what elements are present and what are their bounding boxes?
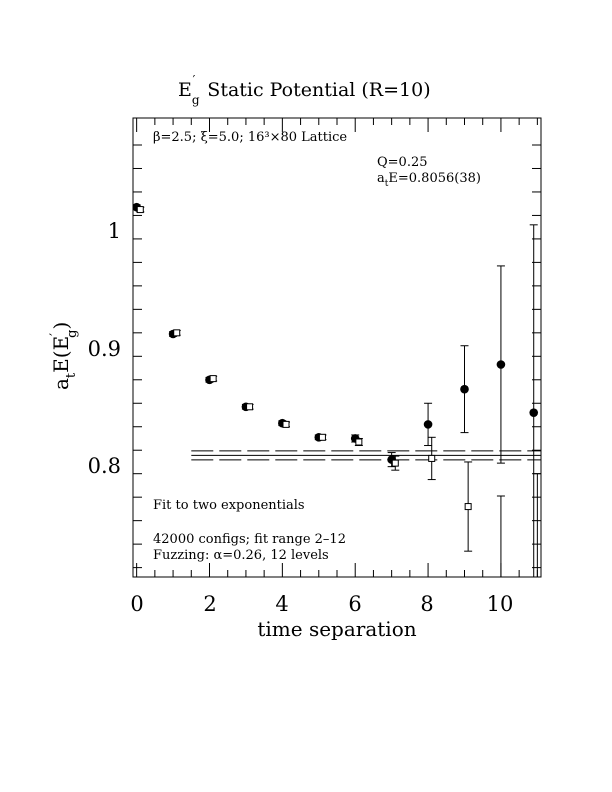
data-point — [318, 433, 327, 441]
data-point — [354, 437, 363, 447]
configs-annotation: 42000 configs; fit range 2–12 — [153, 532, 346, 547]
lattice-annotation: β=2.5; ξ=5.0; 16³×80 Lattice — [153, 130, 347, 145]
energy-annotation: atE=0.8056(38) — [377, 171, 481, 189]
chart-title: Eg′ Static Potential (R=10) — [178, 73, 431, 107]
q-annotation: Q=0.25 — [377, 155, 428, 170]
y-tick-labels: 0.8 0.9 1 — [88, 219, 121, 478]
data-point — [391, 455, 400, 471]
data-point — [460, 345, 469, 434]
data-point — [464, 461, 473, 552]
point-marker-square — [391, 459, 399, 467]
point-marker-square — [173, 329, 181, 337]
data-point — [427, 436, 436, 481]
x-tick-label: 10 — [487, 592, 514, 616]
data-point — [423, 402, 433, 447]
x-tick-labels: 0 2 4 6 8 10 — [130, 592, 513, 616]
data-series — [133, 202, 541, 594]
point-marker-circle — [496, 360, 506, 369]
y-tick-label: 0.9 — [88, 337, 121, 361]
x-tick-label: 6 — [348, 592, 361, 616]
data-point — [209, 375, 218, 383]
fit-annotation: Fit to two exponentials — [153, 498, 305, 513]
x-tick-label: 0 — [130, 592, 143, 616]
data-point — [529, 224, 539, 577]
x-tick-label: 4 — [275, 592, 288, 616]
axis-ticks — [133, 118, 541, 577]
y-tick-label: 1 — [108, 219, 121, 243]
data-point — [245, 403, 254, 411]
y-tick-label: 0.8 — [88, 454, 121, 478]
data-point — [282, 420, 290, 428]
point-marker-circle — [460, 384, 469, 394]
data-point — [136, 206, 145, 214]
point-marker-square — [282, 420, 290, 428]
x-tick-label: 2 — [203, 592, 216, 616]
x-axis-label: time separation — [257, 617, 416, 641]
data-point — [496, 495, 505, 577]
point-marker-square — [318, 433, 326, 441]
data-point — [172, 329, 181, 337]
fuzzing-annotation: Fuzzing: α=0.26, 12 levels — [153, 548, 329, 563]
point-marker-square — [534, 588, 540, 594]
point-marker-square — [355, 438, 363, 446]
point-marker-square — [209, 375, 217, 383]
x-tick-label: 8 — [420, 592, 433, 616]
point-marker-circle — [423, 420, 433, 429]
fit-band — [191, 450, 541, 461]
data-point — [533, 473, 541, 594]
point-marker-square — [246, 403, 254, 411]
point-marker-square — [464, 503, 472, 511]
data-point — [496, 265, 506, 464]
point-marker-square — [136, 206, 144, 214]
y-axis-label: atE(E′ g) — [48, 322, 80, 390]
point-marker-circle — [529, 408, 539, 417]
point-marker-square — [428, 454, 436, 462]
